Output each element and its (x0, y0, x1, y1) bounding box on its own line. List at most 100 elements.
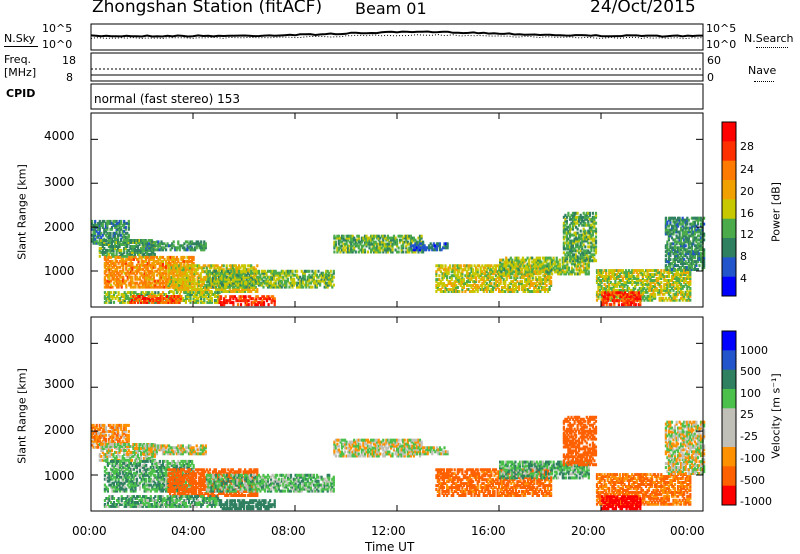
power-cell (109, 248, 112, 252)
power-cell (169, 280, 172, 284)
power-cell (242, 288, 245, 291)
power-cell (567, 268, 570, 272)
power-cell (591, 245, 594, 249)
power-cell (649, 282, 652, 286)
power-cell (184, 280, 187, 284)
power-cell (247, 299, 250, 303)
power-cell (260, 271, 263, 275)
power-cell (385, 244, 388, 248)
power-cell (625, 282, 628, 286)
power-cell (97, 231, 100, 235)
power-cell (179, 288, 182, 291)
power-cell (187, 242, 191, 246)
power-cell (476, 272, 479, 276)
power-cell (244, 299, 247, 303)
power-cell (565, 245, 568, 249)
power-cell (161, 263, 165, 267)
power-cell (294, 281, 297, 285)
power-cell (108, 273, 111, 277)
power-cell (323, 277, 326, 281)
power-cell (579, 257, 582, 261)
power-cell (214, 277, 218, 281)
power-cell (236, 285, 239, 289)
power-cell (261, 303, 264, 307)
power-cell (185, 280, 189, 284)
power-cell (475, 288, 478, 291)
power-cell (257, 277, 260, 281)
power-cell (130, 239, 133, 242)
power-cell (116, 271, 119, 275)
power-cell (191, 255, 194, 259)
power-cell (112, 263, 116, 267)
power-cell (260, 277, 263, 281)
nsearch-legend-line (756, 47, 788, 48)
power-cell (597, 286, 600, 290)
power-cell (646, 279, 649, 282)
power-cell (593, 223, 596, 227)
power-cell (478, 276, 481, 280)
power-cell (245, 275, 248, 279)
power-cell (664, 275, 667, 278)
power-cell (485, 264, 488, 268)
power-cell (476, 274, 479, 278)
power-cell (109, 261, 113, 265)
date-label: 24/Oct/2015 (590, 0, 696, 17)
power-cell (548, 262, 551, 266)
power-cell (117, 271, 120, 275)
power-cell (331, 285, 334, 289)
power-cell (576, 211, 579, 215)
power-cell (190, 272, 193, 276)
power-cell (224, 277, 227, 281)
power-cell (588, 235, 591, 239)
power-cell (363, 238, 367, 242)
power-cell (169, 255, 172, 259)
power-cell (215, 295, 218, 298)
xtick-1200: 12:00 (371, 524, 406, 538)
power-cell (568, 231, 572, 235)
power-cell (658, 290, 661, 294)
power-cell (242, 279, 245, 283)
power-cell (92, 231, 95, 235)
power-cell (350, 242, 353, 246)
power-cell (554, 262, 557, 266)
power-cell (117, 243, 120, 246)
power-cell (186, 261, 189, 265)
power-cell (444, 246, 448, 250)
power-cell (205, 276, 208, 280)
power-cell (374, 250, 377, 254)
power-cell (532, 258, 535, 262)
power-cell (473, 272, 476, 276)
power-cell (534, 262, 537, 266)
power-cell (561, 266, 564, 270)
power-cell (148, 275, 151, 279)
power-cell (628, 286, 631, 290)
power-cell (391, 244, 394, 248)
power-cell (154, 265, 157, 269)
power-cell (657, 271, 660, 275)
power-cell (565, 255, 568, 259)
power-cell (177, 240, 180, 244)
power-cell (236, 277, 239, 281)
power-cell (505, 272, 508, 276)
power-cell (493, 284, 496, 287)
power-cell (109, 267, 113, 271)
power-cell (530, 280, 533, 284)
power-cell (138, 252, 141, 256)
power-cell (101, 243, 104, 246)
power-cell (373, 236, 376, 240)
power-cell (189, 240, 192, 244)
power-cell (112, 277, 116, 281)
power-cell (193, 278, 196, 282)
power-cell (122, 259, 125, 263)
power-cell (488, 274, 491, 278)
velocity-cb-25: 25 (740, 408, 754, 421)
power-cell (129, 300, 132, 304)
power-cell (237, 281, 241, 285)
power-cell (417, 250, 420, 254)
power-cell (132, 265, 135, 269)
power-cell (152, 255, 155, 259)
power-cell (285, 273, 288, 277)
power-cell (520, 262, 523, 266)
power-cell (270, 283, 273, 287)
power-cell (534, 270, 537, 274)
